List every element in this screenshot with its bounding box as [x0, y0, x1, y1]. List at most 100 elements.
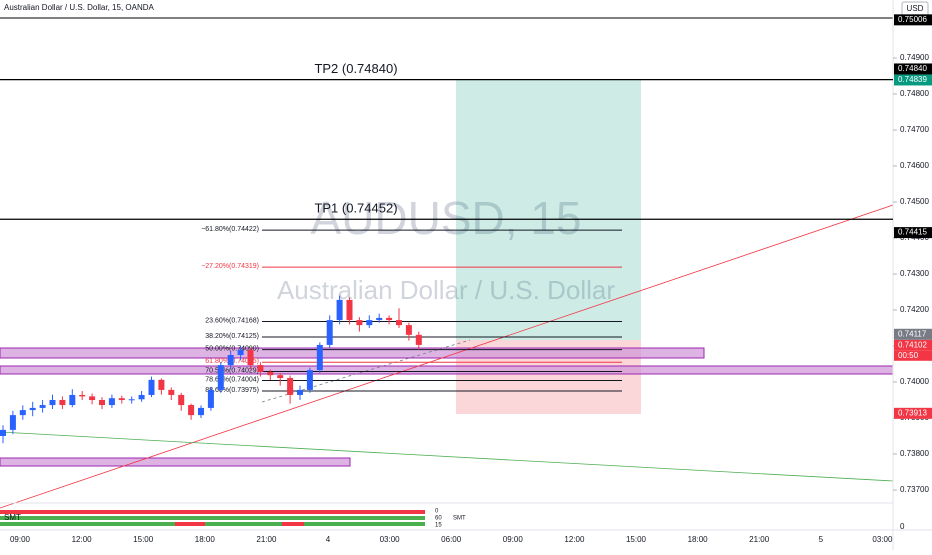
candle-body	[188, 405, 195, 416]
time-label: 21:00	[256, 535, 277, 544]
candle-body	[405, 325, 412, 335]
price-badge-label: 0.75006	[898, 15, 927, 24]
candle-body	[227, 355, 234, 366]
trend-line	[0, 204, 894, 509]
zone	[0, 347, 705, 359]
zone	[0, 457, 351, 467]
price-badge	[894, 328, 932, 340]
candle-body	[277, 375, 284, 379]
indicator-axis-label: 0	[900, 522, 905, 531]
candle-body	[287, 378, 294, 395]
candle-body	[108, 398, 115, 406]
candle-body	[198, 407, 204, 416]
indicator-bar	[0, 510, 425, 514]
price-badge-label: 0.74102	[898, 340, 927, 349]
time-label: 12:00	[72, 535, 93, 544]
time-label: 09:00	[10, 535, 31, 544]
indicator-label: SMT	[453, 516, 466, 522]
price-badge	[894, 227, 932, 239]
countdown-badge	[894, 350, 932, 361]
candle-body	[128, 399, 135, 401]
indicator-legend: 60	[435, 516, 442, 522]
time-label: 03:00	[380, 535, 401, 544]
candle-body	[415, 334, 422, 345]
candle-body	[257, 365, 264, 372]
price-tick-label: 0.73800	[900, 449, 929, 458]
candle-body	[118, 398, 125, 400]
price-badge-label: 0.74840	[898, 64, 927, 73]
watermark-symbol: AUDUSD, 15	[311, 192, 582, 244]
fib-label: 50.00%(0.74090)	[205, 345, 259, 352]
time-label: 18:00	[195, 535, 216, 544]
symbol-title: Australian Dollar / U.S. Dollar, 15, OAN…	[4, 3, 154, 12]
candle-body	[69, 394, 76, 406]
fib-label: 88.60%(0.73975)	[205, 387, 259, 394]
time-label: 09:00	[503, 535, 524, 544]
candle-body	[168, 389, 175, 395]
candle-body	[297, 389, 303, 395]
price-badge-label: 0.74839	[898, 75, 927, 84]
candle-body	[396, 320, 402, 326]
price-tick-label: 0.74200	[900, 305, 929, 314]
price-badge	[894, 74, 932, 86]
candle-body	[178, 394, 185, 406]
candle-body	[237, 349, 244, 355]
fib-label: −27.20%(0.74319)	[201, 263, 259, 270]
indicator-bar	[0, 522, 425, 526]
candle-body	[89, 396, 96, 400]
candle-body	[0, 429, 6, 436]
indicator-legend: 0	[435, 509, 439, 515]
candle-body	[19, 410, 26, 416]
candle-body	[386, 317, 393, 321]
price-badge	[894, 407, 932, 419]
candle-body	[59, 400, 66, 406]
time-label: 15:00	[626, 535, 647, 544]
trend-line	[261, 339, 471, 403]
candle-body	[138, 394, 145, 400]
candle-body	[49, 400, 56, 406]
price-badge-label: 0.74117	[898, 329, 927, 338]
time-label: 4	[326, 535, 331, 544]
price-tick-label: 0.74500	[900, 197, 929, 206]
fib-label: 78.60%(0.74004)	[205, 376, 259, 383]
candle-body	[356, 320, 363, 326]
price-tick-label: 0.74700	[900, 125, 929, 134]
currency[interactable]: USD	[907, 4, 924, 13]
zone	[0, 365, 894, 375]
candle-body	[306, 370, 313, 390]
candle-body	[346, 299, 353, 321]
price-tick-label: 0.74600	[900, 161, 929, 170]
time-label: 18:00	[688, 535, 709, 544]
fib-label: −61.80%(0.74422)	[201, 226, 259, 233]
indicator-bar	[175, 522, 205, 526]
candle-body	[366, 320, 373, 326]
indicator-bar	[282, 522, 304, 526]
price-badge	[894, 339, 932, 351]
price-badge-label: 0.74415	[898, 228, 927, 237]
candle-body	[316, 344, 323, 371]
trend-line	[0, 431, 894, 482]
fib-label: 38.20%(0.74125)	[205, 333, 259, 340]
fib-label: 23.60%(0.74168)	[205, 317, 259, 324]
candle-body	[217, 365, 224, 390]
target-label: TP1 (0.74452)	[314, 201, 397, 216]
candle-body	[148, 379, 155, 395]
candle-body	[267, 371, 274, 376]
watermark-name: Australian Dollar / U.S. Dollar	[277, 275, 615, 305]
candle-body	[39, 405, 46, 408]
time-label: 12:00	[564, 535, 585, 544]
time-label: 03:00	[872, 535, 893, 544]
price-tick-label: 0.73700	[900, 485, 929, 494]
indicator-legend: 15	[435, 523, 442, 529]
price-tick-label: 0.74000	[900, 377, 929, 386]
indicator-bar	[0, 516, 425, 520]
countdown: 00:50	[898, 351, 919, 360]
price-badge	[894, 14, 932, 26]
candle-body	[336, 299, 343, 321]
price-tick-label: 0.74800	[900, 89, 929, 98]
price-tick-label: 0.74300	[900, 269, 929, 278]
candle-body	[207, 389, 214, 408]
time-label: 15:00	[133, 535, 154, 544]
target-label: TP2 (0.74840)	[314, 61, 397, 76]
